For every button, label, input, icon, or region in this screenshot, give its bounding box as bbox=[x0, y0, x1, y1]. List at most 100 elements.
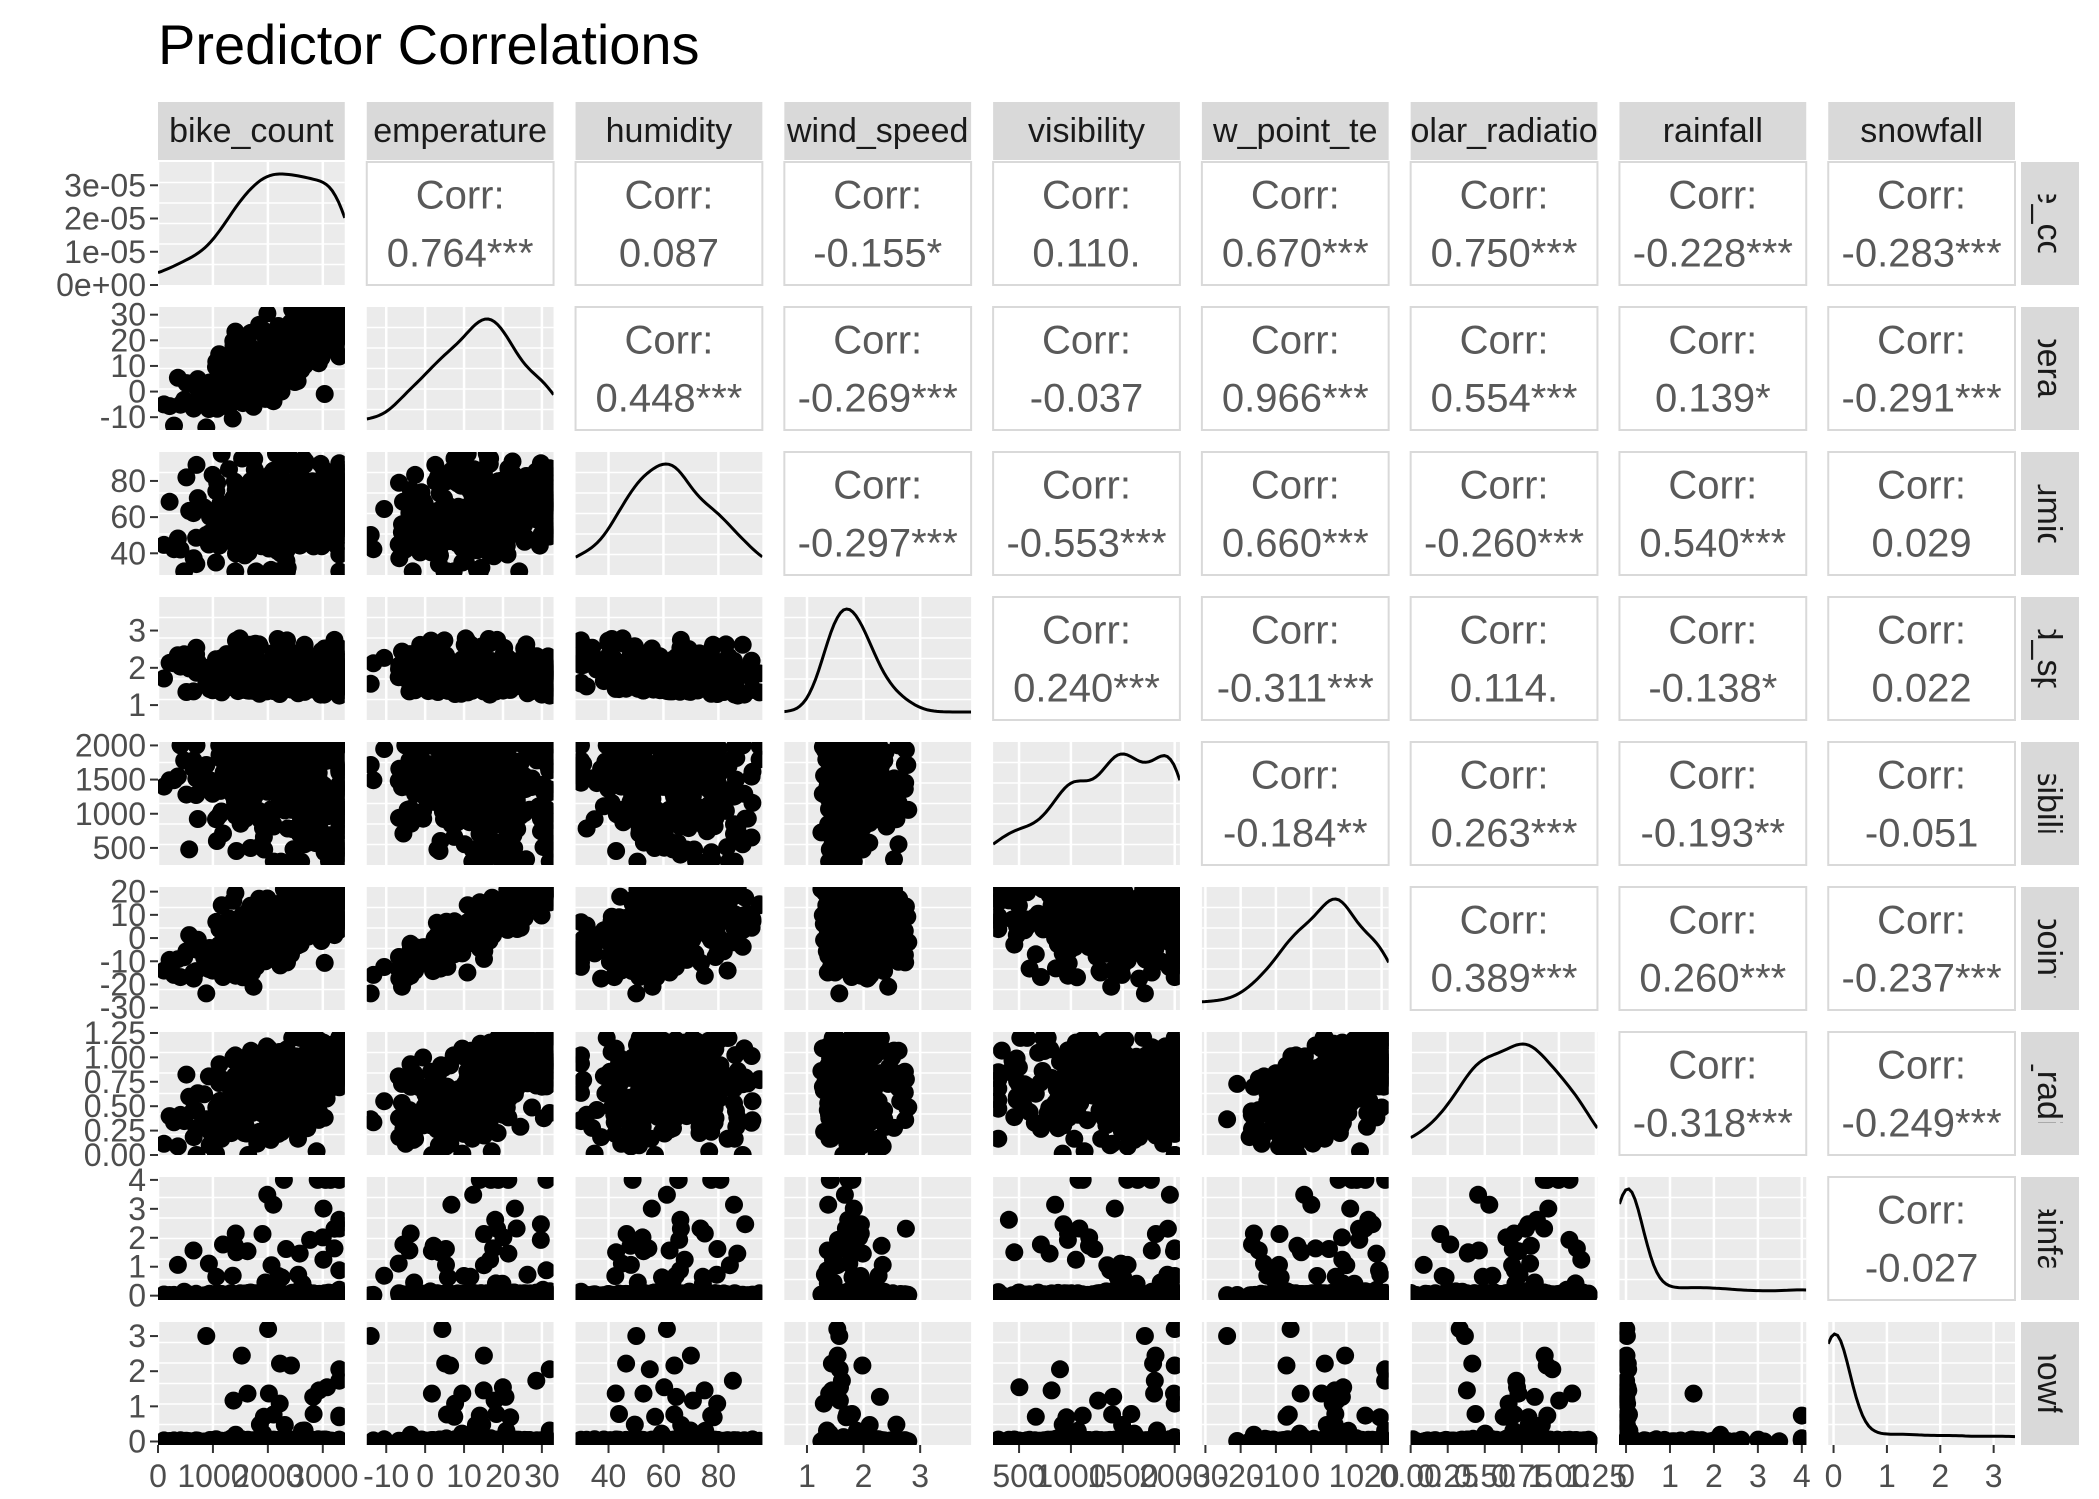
scatter-point bbox=[1047, 959, 1065, 977]
scatter-point bbox=[614, 935, 632, 953]
scatter-point bbox=[304, 472, 322, 490]
scatter-point bbox=[326, 631, 344, 649]
corr-value: 0.114. bbox=[1450, 667, 1558, 711]
scatter-point bbox=[465, 492, 483, 510]
scatter-point bbox=[629, 745, 647, 763]
scatter-point bbox=[390, 760, 408, 778]
scatter-point bbox=[197, 418, 215, 436]
scatter-point bbox=[330, 1043, 348, 1061]
panel-temperature-solar_radiation: Corr:0.554*** bbox=[1411, 307, 1598, 430]
scatter-point bbox=[272, 544, 290, 562]
scatter-point bbox=[393, 778, 411, 796]
scatter-point bbox=[592, 656, 610, 674]
scatter-point bbox=[489, 472, 507, 490]
corr-value: -0.269*** bbox=[798, 377, 958, 421]
corr-label: Corr: bbox=[1251, 319, 1340, 363]
panel-humidity-wind_speed: Corr:-0.297*** bbox=[784, 452, 971, 575]
scatter-point bbox=[239, 1059, 257, 1077]
scatter-point bbox=[1108, 916, 1126, 934]
strip-top-label: olar_radiatio bbox=[1410, 112, 1597, 150]
scatter-point bbox=[292, 1090, 310, 1108]
corr-value: 0.448*** bbox=[596, 377, 743, 421]
scatter-point bbox=[989, 912, 1007, 930]
strip-right-rainfall: rainfall bbox=[2021, 1177, 2079, 1300]
scatter-point bbox=[859, 916, 877, 934]
scatter-point bbox=[479, 736, 497, 754]
scatter-point bbox=[285, 499, 303, 517]
scatter-point bbox=[1043, 896, 1061, 914]
scatter-point bbox=[812, 880, 830, 898]
scatter-point bbox=[495, 896, 513, 914]
scatter-point bbox=[630, 802, 648, 820]
scatter-point bbox=[161, 951, 179, 969]
scatter-point bbox=[201, 1136, 219, 1154]
scatter-point bbox=[479, 519, 497, 537]
scatter-point bbox=[208, 960, 226, 978]
scatter-point bbox=[1109, 895, 1127, 913]
scatter-point bbox=[187, 529, 205, 547]
panel-humidity-bike_count bbox=[155, 445, 348, 581]
scatter-point bbox=[161, 1107, 179, 1125]
corr-label: Corr: bbox=[1460, 899, 1549, 943]
panel-temperature-dew_point_temp: Corr:0.966*** bbox=[1202, 307, 1389, 430]
scatter-point bbox=[222, 510, 240, 528]
scatter-point bbox=[456, 636, 474, 654]
scatter-point bbox=[821, 755, 839, 773]
scatter-point bbox=[599, 770, 617, 788]
panel-visibility-dew_point_temp: Corr:-0.184** bbox=[1202, 742, 1389, 865]
scatter-point bbox=[402, 959, 420, 977]
scatter-point bbox=[161, 771, 179, 789]
scatter-point bbox=[185, 970, 203, 988]
corr-value: 0.139* bbox=[1655, 377, 1771, 421]
panel-visibility-snowfall: Corr:-0.051 bbox=[1828, 742, 2015, 865]
scatter-point bbox=[734, 736, 752, 754]
scatter-point bbox=[1102, 978, 1120, 996]
scatter-point bbox=[402, 815, 420, 833]
scatter-point bbox=[265, 1069, 283, 1087]
panel-visibility-temperature bbox=[362, 736, 559, 870]
scatter-point bbox=[1166, 913, 1184, 931]
scatter-point bbox=[222, 937, 240, 955]
scatter-point bbox=[416, 948, 434, 966]
scatter-point bbox=[289, 853, 307, 871]
scatter-point bbox=[845, 853, 863, 871]
scatter-point bbox=[161, 654, 179, 672]
scatter-point bbox=[878, 818, 896, 836]
scatter-point bbox=[870, 958, 888, 976]
panel-dew_point_temp-humidity bbox=[572, 880, 769, 1010]
scatter-point bbox=[1018, 883, 1036, 901]
scatter-point bbox=[860, 895, 878, 913]
scatter-point bbox=[233, 450, 251, 468]
scatter-point bbox=[475, 950, 493, 968]
scatter-point bbox=[601, 953, 619, 971]
scatter-point bbox=[1067, 928, 1085, 946]
scatter-point bbox=[532, 454, 550, 472]
scatter-point bbox=[187, 1101, 205, 1119]
scatter-point bbox=[463, 853, 481, 871]
scatter-point bbox=[449, 813, 467, 831]
panel-visibility-humidity bbox=[572, 736, 769, 870]
scatter-point bbox=[652, 913, 670, 931]
panel-wind_speed-solar_radiation: Corr: 0.114. bbox=[1411, 597, 1598, 720]
scatter-point bbox=[989, 893, 1007, 911]
scatter-point bbox=[634, 892, 652, 910]
panel-solar_radiation-bike_count bbox=[155, 1029, 348, 1164]
scatter-point bbox=[709, 774, 727, 792]
scatter-point bbox=[316, 954, 334, 972]
scatter-point bbox=[279, 1106, 297, 1124]
scatter-point bbox=[709, 895, 727, 913]
corr-label: Corr: bbox=[1460, 609, 1549, 653]
scatter-point bbox=[540, 528, 558, 546]
scatter-point bbox=[316, 385, 334, 403]
corr-label: Corr: bbox=[1251, 609, 1340, 653]
scatter-point bbox=[197, 984, 215, 1002]
scatter-point bbox=[252, 1101, 270, 1119]
scatter-point bbox=[511, 522, 529, 540]
panel-wind_speed-bike_count bbox=[155, 597, 348, 720]
scatter-point bbox=[411, 543, 429, 561]
panel-temperature-humidity: Corr:0.448*** bbox=[576, 307, 763, 430]
corr-label: Corr: bbox=[1042, 609, 1131, 653]
strip-top-snowfall: snowfall bbox=[1828, 102, 2015, 160]
panel-wind_speed-snowfall: Corr:0.022 bbox=[1828, 597, 2015, 720]
scatter-point bbox=[739, 905, 757, 923]
